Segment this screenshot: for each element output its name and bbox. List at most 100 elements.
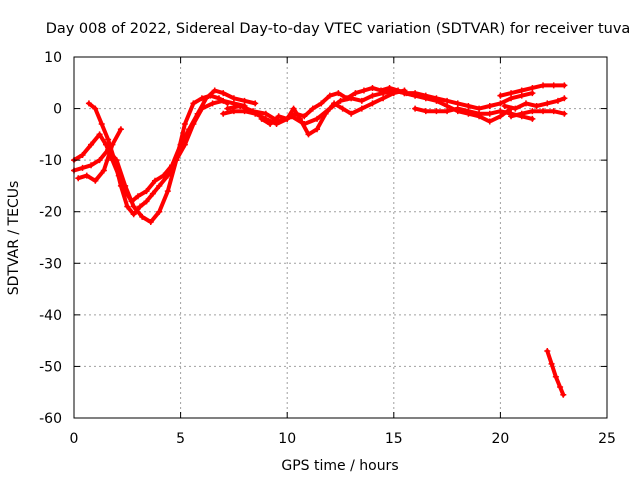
data-point (465, 108, 472, 115)
data-point (508, 95, 515, 102)
data-point (128, 198, 135, 205)
data-point (203, 95, 210, 102)
data-point (250, 108, 257, 115)
data-point (156, 182, 163, 189)
data-point (79, 164, 86, 171)
data-point (343, 95, 350, 102)
data-point (358, 97, 365, 104)
data-point (262, 110, 269, 117)
series-line (221, 88, 407, 137)
data-point (160, 172, 167, 179)
data-point (305, 131, 312, 138)
data-point (529, 84, 536, 91)
data-point (149, 190, 156, 197)
data-point (314, 126, 321, 133)
data-point (98, 121, 105, 128)
x-tick-label: 25 (598, 431, 616, 447)
data-point (560, 391, 567, 398)
data-point (497, 92, 504, 99)
y-tick-label: -60 (39, 411, 62, 427)
data-point (433, 97, 440, 104)
data-point (224, 105, 231, 112)
data-point (529, 90, 536, 97)
data-point (552, 373, 559, 380)
data-point (85, 100, 92, 107)
x-tick-label: 5 (176, 431, 185, 447)
data-point (275, 118, 282, 125)
data-point (190, 100, 197, 107)
series-arc-k (497, 82, 568, 99)
data-point (561, 95, 568, 102)
series-arc-d (75, 126, 124, 184)
series-arc-g (258, 84, 410, 128)
x-tick-label: 10 (278, 431, 296, 447)
data-point (337, 97, 344, 104)
data-point (301, 121, 308, 128)
data-point (267, 121, 274, 128)
x-tick-label: 15 (385, 431, 403, 447)
data-point (92, 177, 99, 184)
data-point (444, 108, 451, 115)
data-point (143, 188, 150, 195)
data-point (194, 110, 201, 117)
data-point (252, 100, 259, 107)
data-point (529, 108, 536, 115)
data-point (386, 84, 393, 91)
data-point (554, 97, 561, 104)
data-point (275, 113, 282, 120)
y-tick-label: -20 (39, 205, 62, 221)
data-point (412, 105, 419, 112)
data-point (518, 87, 525, 94)
x-axis-label: GPS time / hours (281, 458, 398, 474)
data-point (550, 108, 557, 115)
data-point (156, 208, 163, 215)
data-point (186, 126, 193, 133)
data-point (454, 100, 461, 107)
data-point (550, 82, 557, 89)
data-point (476, 105, 483, 112)
data-point (181, 121, 188, 128)
series-line (545, 349, 566, 397)
data-point (348, 110, 355, 117)
data-point (497, 113, 504, 120)
data-point (102, 141, 109, 148)
series-arc-m (508, 108, 568, 120)
series-arc-l (501, 95, 568, 112)
y-tick-label: 0 (53, 102, 62, 118)
data-point (139, 213, 146, 220)
series-line (502, 96, 567, 111)
data-point (96, 157, 103, 164)
data-point (326, 105, 333, 112)
data-point (314, 115, 321, 122)
data-point (83, 172, 90, 179)
data-point (88, 162, 95, 169)
data-point (137, 203, 144, 210)
data-point (486, 110, 493, 117)
series-arc-n (544, 347, 567, 398)
plot-frame (73, 56, 608, 419)
data-point (444, 97, 451, 104)
axis-ticks: 0 5 10 15 20 25 10 0 -10 -20 -30 -40 -50 -60 (39, 50, 616, 447)
data-point (177, 141, 184, 148)
data-point (486, 102, 493, 109)
data-point (230, 95, 237, 102)
data-point (352, 90, 359, 97)
data-point (237, 102, 244, 109)
data-point (79, 151, 86, 158)
data-point (309, 105, 316, 112)
data-point (134, 193, 141, 200)
data-point (360, 87, 367, 94)
data-point (380, 95, 387, 102)
data-point (544, 347, 551, 354)
data-point (143, 198, 150, 205)
y-tick-label: -40 (39, 308, 62, 324)
data-point (378, 87, 385, 94)
data-point (540, 108, 547, 115)
data-point (444, 102, 451, 109)
data-point (497, 100, 504, 107)
y-tick-label: -30 (39, 256, 62, 272)
data-point (465, 102, 472, 109)
data-series (71, 82, 568, 398)
data-point (284, 115, 291, 122)
data-point (369, 92, 376, 99)
